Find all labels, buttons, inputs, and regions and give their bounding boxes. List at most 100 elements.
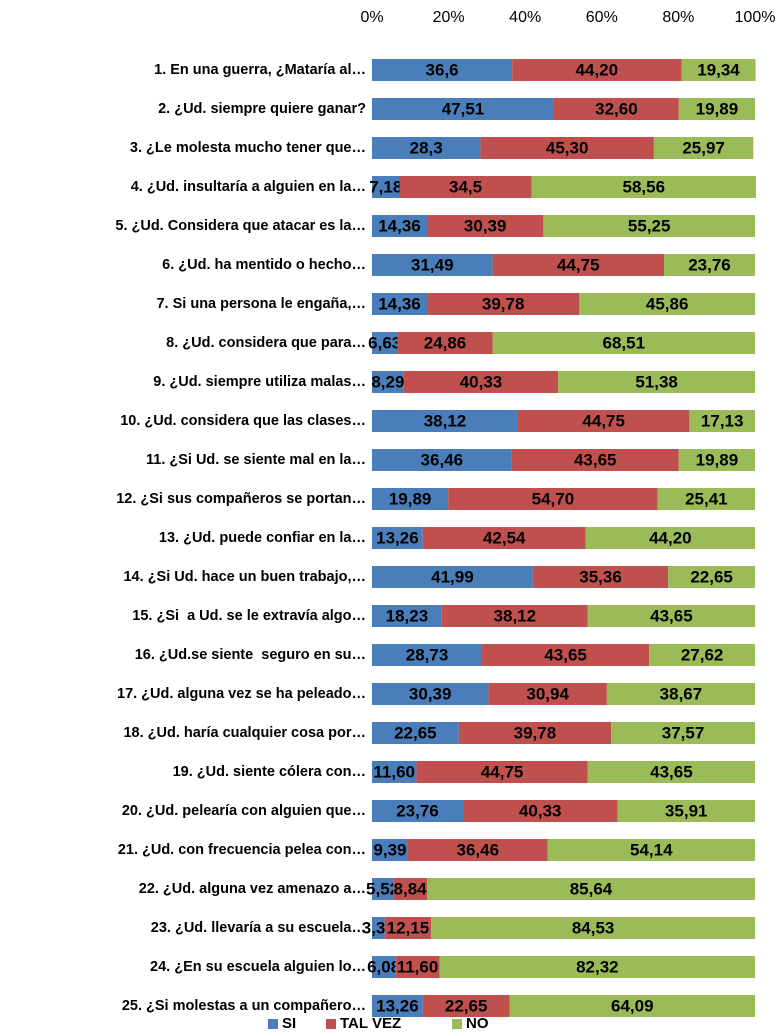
bar-segment (668, 566, 755, 588)
bar-segment (463, 800, 618, 822)
legend-label: NO (466, 1015, 489, 1032)
bar-segment (384, 917, 432, 939)
bar-segment (372, 449, 512, 471)
category-label: 14. ¿Si Ud. hace un buen trabajo,… (123, 569, 366, 585)
category-label: 10. ¿Ud. considera que las clases… (120, 413, 366, 429)
bar-segment (611, 722, 755, 744)
category-label: 8. ¿Ud. considera que para… (166, 335, 366, 351)
data-label: 54,14 (630, 840, 673, 859)
bar-segment (587, 761, 755, 783)
data-label: 39,78 (482, 294, 525, 313)
bar-segment (397, 332, 493, 354)
data-label: 35,91 (665, 801, 708, 820)
data-label: 17,13 (701, 411, 744, 430)
bar-segment (448, 488, 658, 510)
bar-segment (543, 215, 755, 237)
category-label: 18. ¿Ud. haría cualquier cosa por… (123, 725, 366, 741)
data-label: 30,94 (526, 684, 569, 703)
x-tick-label: 20% (433, 9, 465, 26)
bar-segment (678, 449, 755, 471)
data-label: 68,51 (603, 333, 646, 352)
bar-segment (372, 293, 427, 315)
data-label: 64,09 (611, 996, 654, 1015)
data-label: 85,64 (570, 879, 613, 898)
data-label: 19,89 (696, 450, 739, 469)
data-label: 28,73 (406, 645, 449, 664)
data-label: 43,65 (574, 450, 617, 469)
bar-segment (393, 878, 427, 900)
bar-segment (372, 488, 449, 510)
bar-segment (422, 527, 586, 549)
data-label: 43,65 (650, 762, 693, 781)
data-label: 14,36 (378, 216, 421, 235)
bar-segment (372, 800, 464, 822)
data-label: 24,86 (424, 333, 467, 352)
data-label: 8,29 (371, 372, 404, 391)
data-label: 27,62 (681, 645, 724, 664)
data-label: 28,3 (410, 138, 443, 157)
legend-swatch (452, 1019, 462, 1029)
legend-swatch (326, 1019, 336, 1029)
category-label: 24. ¿En su escuela alguien lo… (150, 959, 366, 975)
bar-segment (422, 995, 510, 1017)
bar-segment (372, 839, 408, 861)
data-label: 11,60 (373, 762, 415, 781)
data-label: 11,60 (397, 957, 439, 976)
legend-label: SI (282, 1015, 296, 1032)
bar-segment (678, 98, 755, 120)
data-label: 9,39 (373, 840, 406, 859)
data-label: 19,89 (696, 99, 739, 118)
x-tick-label: 100% (735, 9, 776, 26)
data-label: 6,08 (367, 957, 400, 976)
data-label: 45,86 (646, 294, 689, 313)
data-label: 22,65 (690, 567, 733, 586)
category-label: 20. ¿Ud. pelearía con alguien que… (122, 803, 366, 819)
bar-segment (531, 176, 756, 198)
bar-segment (663, 254, 755, 276)
data-label: 44,75 (557, 255, 600, 274)
data-label: 25,41 (685, 489, 728, 508)
bar-segment (372, 59, 513, 81)
bar-segment (553, 98, 679, 120)
data-label: 44,20 (576, 60, 619, 79)
bar-segment (532, 566, 669, 588)
bar-segment (509, 995, 755, 1017)
bar-segment (617, 800, 755, 822)
bar-segment (372, 956, 396, 978)
bar-segment (372, 878, 394, 900)
bar-segment (689, 410, 755, 432)
category-label: 1. En una guerra, ¿Mataría al… (154, 62, 366, 78)
bar-segment (372, 137, 481, 159)
bar-segment (399, 176, 532, 198)
bar-segment (511, 449, 679, 471)
data-label: 58,56 (623, 177, 666, 196)
category-label: 25. ¿Si molestas a un compañero… (122, 998, 366, 1014)
data-label: 54,70 (532, 489, 575, 508)
bar-segment (439, 956, 755, 978)
data-label: 43,65 (650, 606, 693, 625)
data-label: 44,20 (649, 528, 692, 547)
category-label: 4. ¿Ud. insultaría a alguien en la… (131, 179, 366, 195)
data-label: 8,84 (394, 879, 428, 898)
bar-segment (372, 371, 404, 393)
bar-segment (372, 917, 385, 939)
bar-segment (517, 410, 690, 432)
bar-segment (441, 605, 588, 627)
bar-segment (653, 137, 754, 159)
category-label: 2. ¿Ud. siempre quiere ganar? (158, 101, 366, 117)
data-label: 84,53 (572, 918, 615, 937)
bar-segment (372, 605, 442, 627)
category-label: 21. ¿Ud. con frecuencia pelea con… (118, 842, 366, 858)
bar-segment (372, 761, 417, 783)
bar-segment (426, 293, 580, 315)
data-label: 13,26 (376, 528, 419, 547)
data-label: 82,32 (576, 957, 619, 976)
data-label: 12,15 (387, 918, 430, 937)
x-tick-label: 40% (509, 9, 541, 26)
data-label: 40,33 (460, 372, 503, 391)
data-label: 43,65 (544, 645, 587, 664)
bar-segment (426, 878, 755, 900)
bar-segment (372, 332, 398, 354)
category-label: 6. ¿Ud. ha mentido o hecho… (162, 257, 366, 273)
data-label: 40,33 (519, 801, 562, 820)
